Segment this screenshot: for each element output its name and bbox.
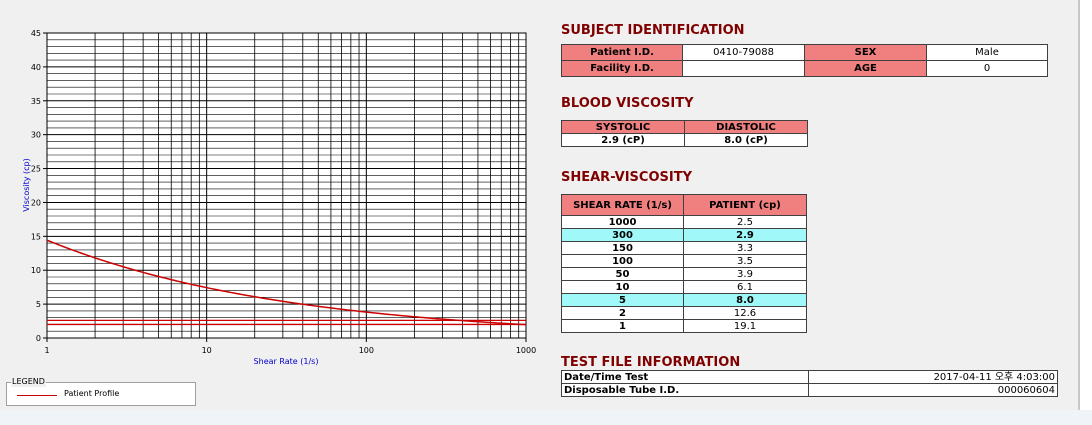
shear-rate-cell: 10 [561,280,684,294]
shear-row: 150 3.3 [561,241,807,255]
age-value: 0 [926,60,1048,77]
patient-value-cell: 3.5 [683,254,807,268]
shear-rate-cell: 2 [561,306,684,320]
datetime-label: Date/Time Test [561,370,809,384]
shear-row: 100 3.5 [561,254,807,268]
shear-row: 1 19.1 [561,319,807,333]
bottom-strip [0,410,1092,425]
x-tick-labels: 1 10 100 1000 [44,338,536,355]
y-tick-label: 20 [31,198,41,207]
shear-rate-cell: 100 [561,254,684,268]
legend-swatch [17,395,57,396]
shear-rate-cell: 1000 [561,215,684,229]
patient-id-value: 0410-79088 [682,44,805,61]
x-tick-label: 10 [202,346,212,355]
datetime-value: 2017-04-11 오후 4:03:00 [808,370,1058,384]
test-file-title: TEST FILE INFORMATION [561,355,741,370]
patient-value-cell: 8.0 [683,293,807,307]
window-edge [1078,0,1080,410]
test-file-table: Date/Time Test 2017-04-11 오후 4:03:00 Dis… [561,370,1058,397]
diastolic-label: DIASTOLIC [684,120,808,134]
patient-value-cell: 3.3 [683,241,807,255]
shear-rate-cell: 5 [561,293,684,307]
y-tick-label: 40 [31,63,41,72]
series-line-patient-profile [46,239,527,326]
y-tick-labels: 0 5 10 15 20 25 30 35 40 45 [31,29,47,343]
subject-title: SUBJECT IDENTIFICATION [561,23,745,38]
age-label: AGE [804,60,927,77]
y-axis-title: Viscosity (cp) [22,158,31,212]
facility-id-label: Facility I.D. [561,60,683,77]
shear-row: 1000 2.5 [561,215,807,229]
y-tick-label: 0 [36,334,41,343]
y-tick-label: 35 [31,97,41,106]
x-tick-label: 100 [359,346,374,355]
patient-value-cell: 2.5 [683,215,807,229]
facility-id-value [682,60,805,77]
shear-viscosity-title: SHEAR-VISCOSITY [561,170,692,185]
patient-value-cell: 6.1 [683,280,807,294]
grid [47,33,526,338]
blood-viscosity-table: SYSTOLIC DIASTOLIC 2.9 (cP) 8.0 (cP) [561,120,808,147]
sex-value: Male [926,44,1048,61]
y-tick-label: 15 [31,232,41,241]
shear-row: 2 12.6 [561,306,807,320]
sex-label: SEX [804,44,927,61]
y-tick-label: 5 [36,300,41,309]
x-tick-label: 1 [44,346,49,355]
shear-rate-header: SHEAR RATE (1/s) [561,194,684,216]
systolic-value: 2.9 (cP) [561,133,685,147]
x-tick-label: 1000 [516,346,536,355]
shear-row: 300 2.9 [561,228,807,242]
plot-area [46,32,527,339]
patient-cp-header: PATIENT (cp) [683,194,807,216]
patient-value-cell: 2.9 [683,228,807,242]
legend-label: Patient Profile [64,389,120,398]
x-axis-title: Shear Rate (1/s) [254,357,319,366]
patient-id-label: Patient I.D. [561,44,683,61]
tube-id-value: 000060604 [808,383,1058,397]
patient-value-cell: 19.1 [683,319,807,333]
y-tick-label: 25 [31,165,41,174]
y-tick-label: 45 [31,29,41,38]
diastolic-value: 8.0 (cP) [684,133,808,147]
legend-title: LEGEND [11,377,46,387]
viscosity-chart: 0 5 10 15 20 25 30 35 40 45 1 10 100 1000 Shear Rate… [22,29,536,366]
systolic-label: SYSTOLIC [561,120,685,134]
series-group [46,239,527,326]
y-tick-label: 30 [31,131,41,140]
shear-rate-cell: 150 [561,241,684,255]
y-tick-label: 10 [31,266,41,275]
shear-row: 50 3.9 [561,267,807,281]
reference-lines [47,319,526,326]
shear-row: 10 6.1 [561,280,807,294]
shear-viscosity-table: SHEAR RATE (1/s) PATIENT (cp) 1000 2.5 300… [561,194,807,333]
tube-id-label: Disposable Tube I.D. [561,383,809,397]
blood-viscosity-title: BLOOD VISCOSITY [561,96,694,111]
shear-rate-cell: 50 [561,267,684,281]
patient-value-cell: 3.9 [683,267,807,281]
shear-row: 5 8.0 [561,293,807,307]
shear-rate-cell: 300 [561,228,684,242]
legend: LEGEND Patient Profile [6,377,196,406]
shear-rate-cell: 1 [561,319,684,333]
patient-value-cell: 12.6 [683,306,807,320]
subject-table: Patient I.D. 0410-79088 SEX Male Facilit… [561,44,1048,77]
